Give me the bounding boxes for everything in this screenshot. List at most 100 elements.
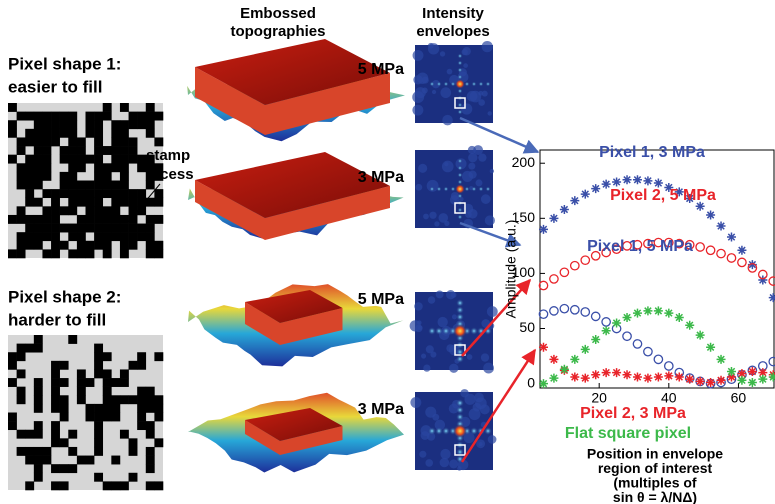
pixel-cell [77, 146, 86, 155]
pixel-cell [17, 249, 26, 258]
pixel-cell [94, 232, 103, 241]
pixel-cell [129, 224, 138, 233]
data-point [675, 372, 684, 381]
pixel-cell [42, 189, 51, 198]
pixel-cell [17, 395, 26, 404]
data-point [737, 376, 746, 385]
data-point [539, 343, 548, 352]
y-tick-label: 50 [519, 319, 535, 335]
speckle [451, 292, 457, 298]
pixel-cell [25, 232, 34, 241]
data-point [612, 177, 621, 186]
data-point [737, 246, 746, 255]
series-label: Pixel 1, 5 MPa [587, 238, 693, 255]
data-point [623, 370, 632, 379]
pixel-cell [129, 447, 138, 456]
data-point [549, 214, 558, 223]
pixel-cell [137, 155, 146, 164]
pixel-cell [111, 137, 120, 146]
pixel-cell [51, 395, 60, 404]
data-point [717, 376, 726, 385]
pixel-cell [137, 352, 146, 361]
speckle [437, 187, 442, 192]
speckle [458, 61, 463, 66]
speckle [442, 115, 453, 126]
pixel-cell [17, 172, 26, 181]
pixel-cell [25, 224, 34, 233]
pixel-cell [34, 146, 43, 155]
speckle [458, 159, 463, 164]
data-point [643, 306, 652, 315]
pixel-cell [103, 206, 112, 215]
speckle [458, 68, 463, 73]
speckle [458, 54, 463, 59]
pixel-cell [25, 137, 34, 146]
speckle [428, 427, 436, 435]
speckle [410, 397, 421, 408]
shape-title: Pixel shape 1: [8, 54, 121, 73]
speckle [483, 363, 494, 374]
pixel-cell [34, 112, 43, 121]
data-point [706, 211, 715, 220]
speckle [440, 87, 451, 98]
pixel-cell [8, 249, 17, 258]
speckle [447, 69, 453, 75]
speckle [469, 171, 477, 179]
speckle [428, 296, 435, 303]
data-point [591, 335, 600, 344]
pixel-cell [103, 172, 112, 181]
pixel-cell [146, 395, 155, 404]
pixel-cell [51, 189, 60, 198]
pixel-cell [137, 395, 146, 404]
pixel-cell [103, 369, 112, 378]
speckle [478, 442, 482, 446]
pixel-cell [60, 206, 69, 215]
data-point [706, 343, 715, 352]
x-tick-label: 40 [661, 390, 677, 406]
x-axis-label: sin θ = λ/NΔ) [613, 489, 697, 504]
pixel-cell [86, 378, 95, 387]
pixel-cell [111, 404, 120, 413]
pixel-cell [51, 421, 60, 430]
central-spot [455, 79, 465, 89]
pixel-cell [42, 447, 51, 456]
pixel-cell [25, 163, 34, 172]
pixel-cell [154, 249, 163, 258]
speckle [481, 194, 491, 204]
pixel-cell [51, 404, 60, 413]
speckle [419, 451, 426, 458]
pixel-cell [17, 369, 26, 378]
pixel-cell [86, 413, 95, 422]
pixel-cell [129, 137, 138, 146]
pixel-cell [86, 120, 95, 129]
pixel-cell [129, 206, 138, 215]
data-point [612, 318, 621, 327]
speckle [418, 164, 427, 173]
pixel-cell [34, 120, 43, 129]
central-spot [455, 184, 465, 194]
pixel-cell [103, 224, 112, 233]
pixel-cell [8, 120, 17, 129]
pixel-cell [25, 129, 34, 138]
pixel-cell [60, 241, 69, 250]
speckle [417, 72, 428, 83]
pixel-cell [94, 224, 103, 233]
speckle [437, 317, 447, 327]
pixel-cell [146, 481, 155, 490]
pixel-cell [86, 112, 95, 121]
pixel-cell [94, 352, 103, 361]
speckle [467, 354, 473, 360]
pixel-cell [25, 155, 34, 164]
pixel-cell [94, 413, 103, 422]
speckle [487, 306, 498, 317]
pixel-cell [60, 378, 69, 387]
pixel-cell [86, 189, 95, 198]
pixel-cell [103, 249, 112, 258]
pixel-cell [146, 456, 155, 465]
speckle [415, 184, 422, 191]
speckle [430, 82, 435, 87]
pixel-cell [129, 361, 138, 370]
shape-subtitle: harder to fill [8, 310, 106, 329]
data-point [539, 225, 548, 234]
pixel-cell [146, 464, 155, 473]
